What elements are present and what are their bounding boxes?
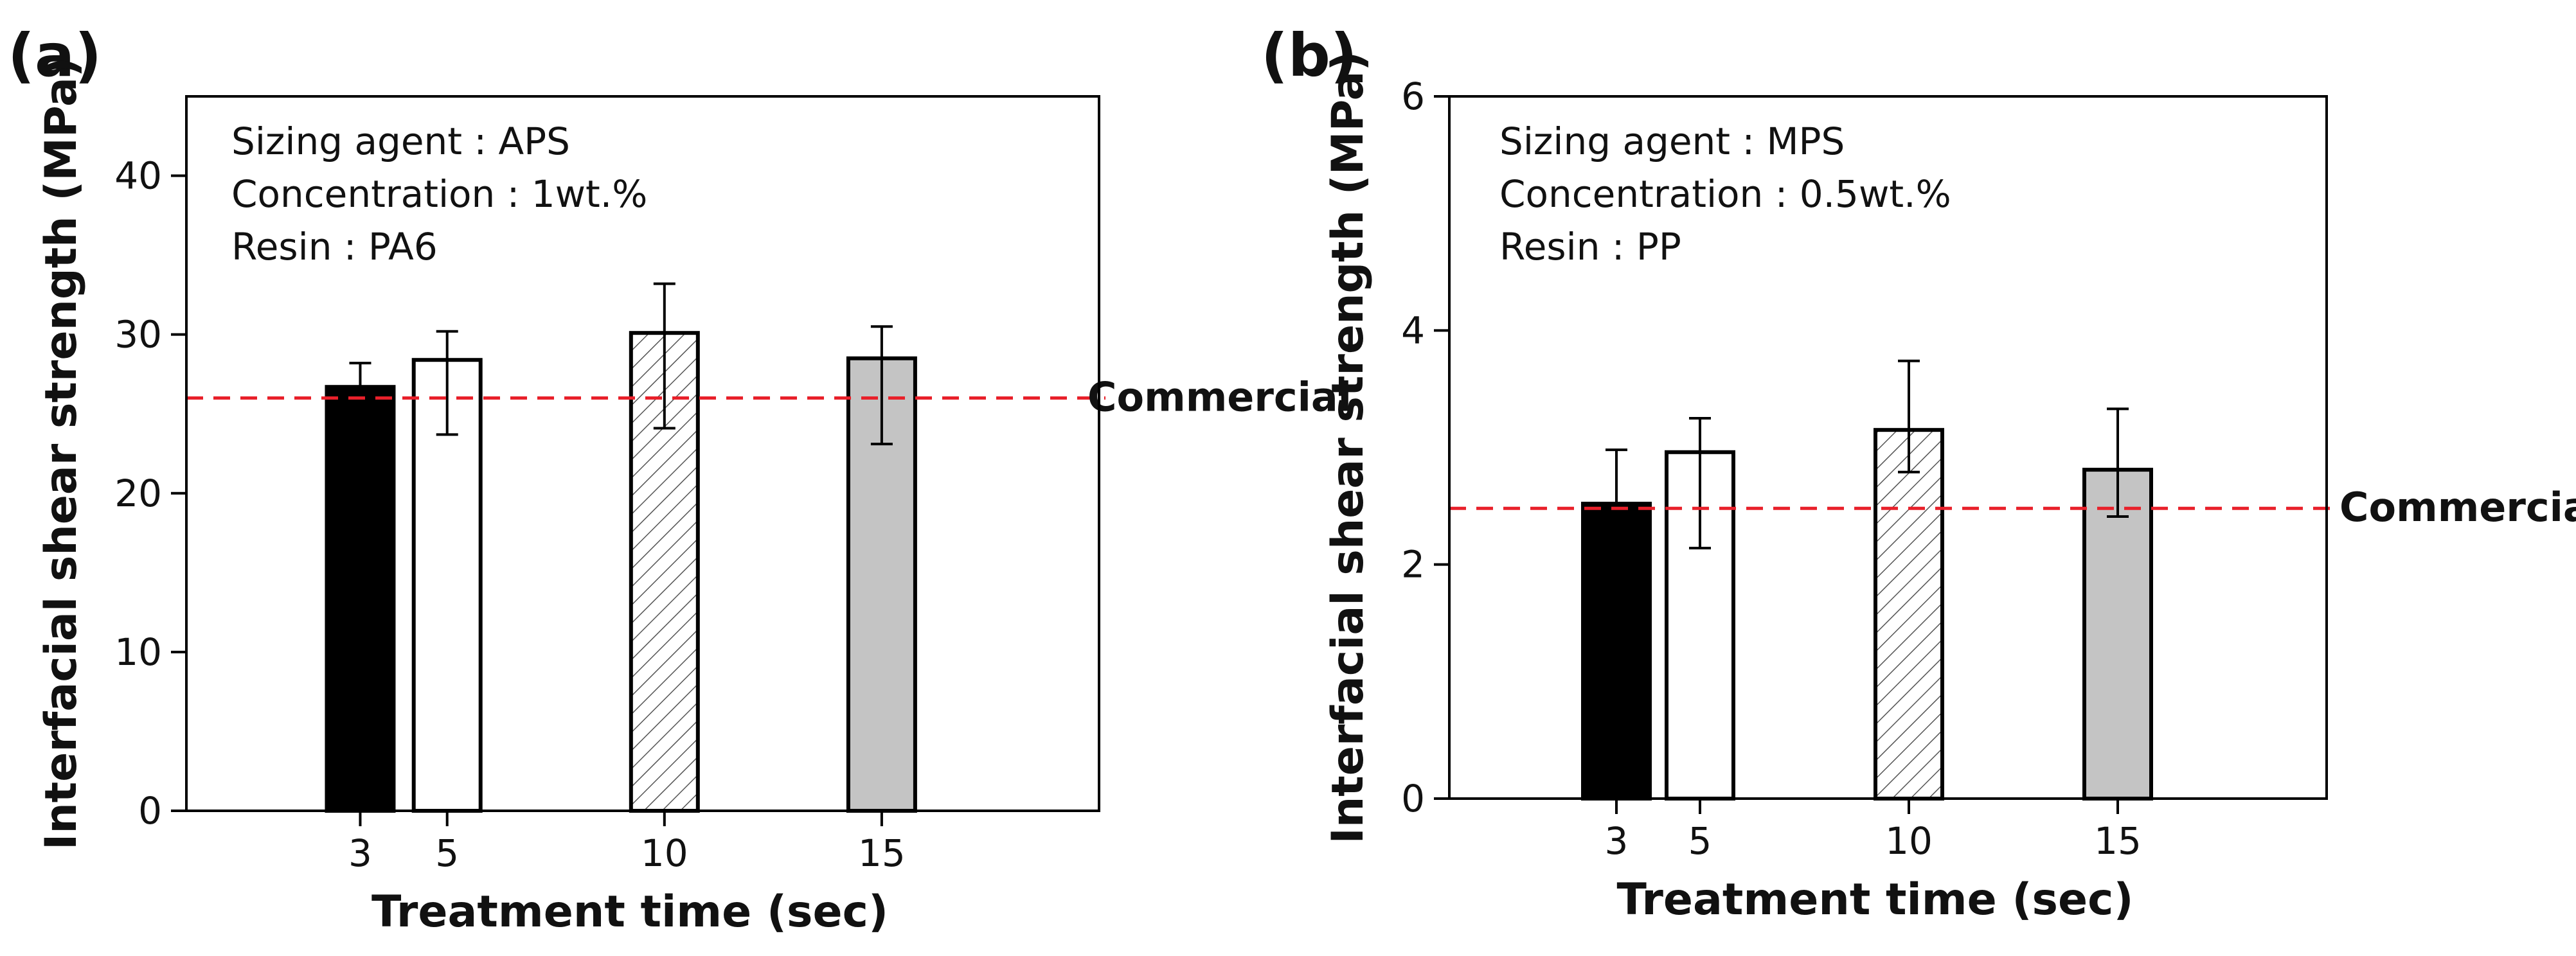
reference-line-label: Commercial [1087, 374, 1352, 421]
panel-label: (b) [1261, 21, 1357, 90]
x-axis-title: Treatment time (sec) [1616, 874, 2133, 925]
x-tick-label: 5 [435, 831, 459, 875]
bar [2082, 468, 2153, 801]
y-tick-label: 40 [114, 154, 162, 198]
x-tick-label: 15 [2094, 819, 2142, 863]
y-tick-label: 0 [138, 789, 162, 833]
plot-frame [1448, 95, 2328, 800]
plot-frame [185, 95, 1100, 812]
reference-line-label: Commercial [2339, 484, 2576, 531]
bar [1874, 428, 1944, 801]
annotation-line: Resin : PP [1499, 225, 1681, 269]
annotation-line: Sizing agent : APS [231, 120, 570, 163]
x-tick-label: 15 [858, 831, 906, 875]
x-tick-label: 10 [1885, 819, 1933, 863]
chart-panel-a: (a) Commercial 0 10 20 30 40 3 5 10 15 Treatment ti… [8, 21, 1352, 937]
y-tick-label: 6 [1401, 75, 1425, 118]
y-axis-title: Interfacial shear strength (MPa) [36, 57, 87, 850]
chart-panel-b: (b) Commercial 0 2 4 6 3 5 10 15 Treatment time (s… [1261, 21, 2576, 925]
y-tick-label: 0 [1401, 777, 1425, 820]
annotation-line: Concentration : 1wt.% [231, 172, 647, 216]
y-tick-label: 10 [114, 630, 162, 674]
annotation-line: Resin : PA6 [231, 225, 438, 269]
y-tick-label: 20 [114, 472, 162, 515]
bar [1581, 501, 1652, 801]
y-tick-label: 30 [114, 313, 162, 357]
annotation-line: Sizing agent : MPS [1499, 120, 1845, 163]
x-tick-label: 3 [348, 831, 372, 875]
y-tick-label: 2 [1401, 543, 1425, 587]
annotation-line: Concentration : 0.5wt.% [1499, 172, 1951, 216]
y-tick-label: 4 [1401, 308, 1425, 352]
x-tick-label: 10 [641, 831, 688, 875]
panel-label: (a) [8, 21, 102, 90]
y-axis-title: Interfacial shear strength (MPa) [1323, 51, 1373, 844]
x-axis-title: Treatment time (sec) [371, 887, 888, 937]
x-tick-label: 3 [1605, 819, 1629, 863]
bar [325, 385, 396, 813]
x-tick-label: 5 [1688, 819, 1712, 863]
